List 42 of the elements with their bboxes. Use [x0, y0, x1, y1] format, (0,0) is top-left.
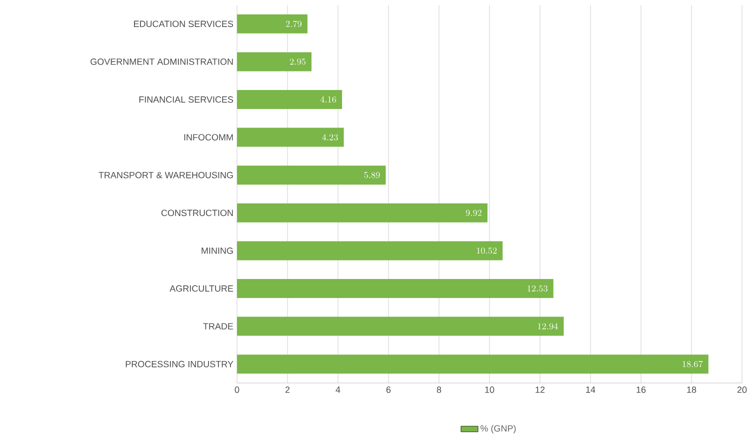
x-tick-label: 6: [386, 386, 391, 393]
data-label: 18.67: [682, 360, 703, 368]
data-label: 4.23: [322, 134, 338, 140]
x-tick-label: 18: [687, 386, 696, 393]
y-tick-label: AGRICULTURE: [170, 285, 234, 292]
y-tick-label: EDUCATION SERVICES: [134, 20, 234, 28]
x-tick-label: 4: [336, 386, 340, 393]
y-tick-label: TRADE: [203, 323, 234, 330]
bar: [237, 128, 344, 147]
bar: [237, 166, 386, 185]
bar: [237, 203, 488, 222]
x-tick-label: 14: [586, 386, 596, 393]
bar: [237, 52, 312, 72]
bar: [237, 354, 708, 374]
x-tick-label: 12: [536, 386, 545, 393]
data-label: 12.53: [528, 285, 548, 292]
y-tick-label: GOVERNMENT ADMINISTRATION: [90, 58, 233, 65]
bar: [237, 241, 503, 260]
y-tick-label: FINANCIAL SERVICES: [139, 96, 234, 103]
y-tick-label: INFOCOMM: [184, 134, 233, 140]
y-tick-label: MINING: [202, 248, 233, 254]
data-label: 10.52: [476, 248, 497, 254]
data-label: 2.79: [286, 20, 302, 27]
bar: [237, 14, 308, 34]
y-tick-label: TRANSPORT & WAREHOUSING: [98, 172, 233, 178]
legend-label: % (GNP): [480, 424, 516, 434]
x-tick-label: 16: [636, 386, 646, 393]
y-tick-label: CONSTRUCTION: [161, 210, 233, 216]
data-label: 12.94: [538, 323, 558, 330]
x-tick-label: 8: [436, 386, 442, 393]
x-tick-label: 2: [285, 386, 290, 393]
y-tick-label: PROCESSING INDUSTRY: [126, 360, 234, 368]
bar: [237, 316, 564, 336]
x-tick-label: 20: [737, 386, 747, 393]
x-tick-label: 10: [485, 386, 494, 393]
bar: [237, 278, 554, 298]
data-label: 9.92: [466, 210, 482, 216]
data-label: 2.95: [290, 58, 306, 65]
x-tick-label: 0: [234, 386, 240, 393]
data-label: 4. 16: [320, 96, 336, 103]
data-label: 5.89: [364, 172, 380, 178]
bar: [237, 90, 342, 109]
